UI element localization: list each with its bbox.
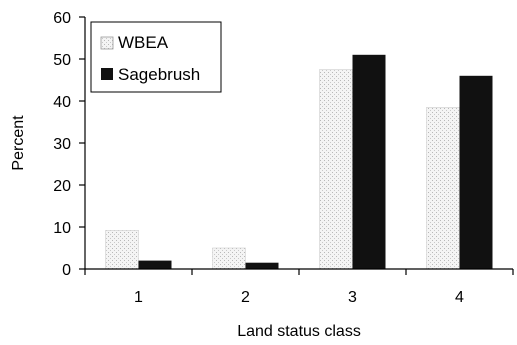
y-tick-label: 0 — [62, 262, 71, 279]
bar-sagebrush-4 — [459, 75, 493, 269]
plot-area: 0 10 20 30 40 50 60 1 2 3 4 — [53, 10, 514, 306]
legend-swatch-wbea — [100, 36, 114, 50]
bar-sagebrush-3 — [352, 54, 386, 269]
bar-wbea-2 — [212, 247, 246, 270]
y-tick-label: 60 — [53, 10, 71, 27]
legend-label-sagebrush: Sagebrush — [118, 65, 200, 84]
y-tick-label: 40 — [53, 94, 71, 111]
bars — [105, 54, 493, 270]
y-tick-label: 20 — [53, 178, 71, 195]
legend-box — [90, 21, 222, 93]
y-tick-label: 10 — [53, 220, 71, 237]
y-axis-title: Percent — [10, 115, 27, 171]
bar-wbea-1 — [105, 230, 139, 270]
x-axis-title: Land status class — [237, 323, 361, 340]
x-tick-label: 3 — [348, 289, 357, 306]
legend: WBEA Sagebrush — [90, 21, 222, 93]
y-tick-label: 50 — [53, 52, 71, 69]
y-tick-label: 30 — [53, 136, 71, 153]
x-axis-ticks: 1 2 3 4 — [84, 269, 514, 306]
legend-swatch-sagebrush — [101, 68, 113, 80]
bar-sagebrush-1 — [138, 260, 172, 269]
bar-wbea-4 — [426, 107, 460, 270]
x-tick-label: 1 — [134, 289, 143, 306]
bar-wbea-3 — [319, 69, 353, 270]
y-axis-ticks: 0 10 20 30 40 50 60 — [53, 10, 85, 279]
x-tick-label: 4 — [455, 289, 464, 306]
legend-label-wbea: WBEA — [118, 33, 169, 52]
bar-sagebrush-2 — [245, 262, 279, 269]
x-tick-label: 2 — [241, 289, 250, 306]
